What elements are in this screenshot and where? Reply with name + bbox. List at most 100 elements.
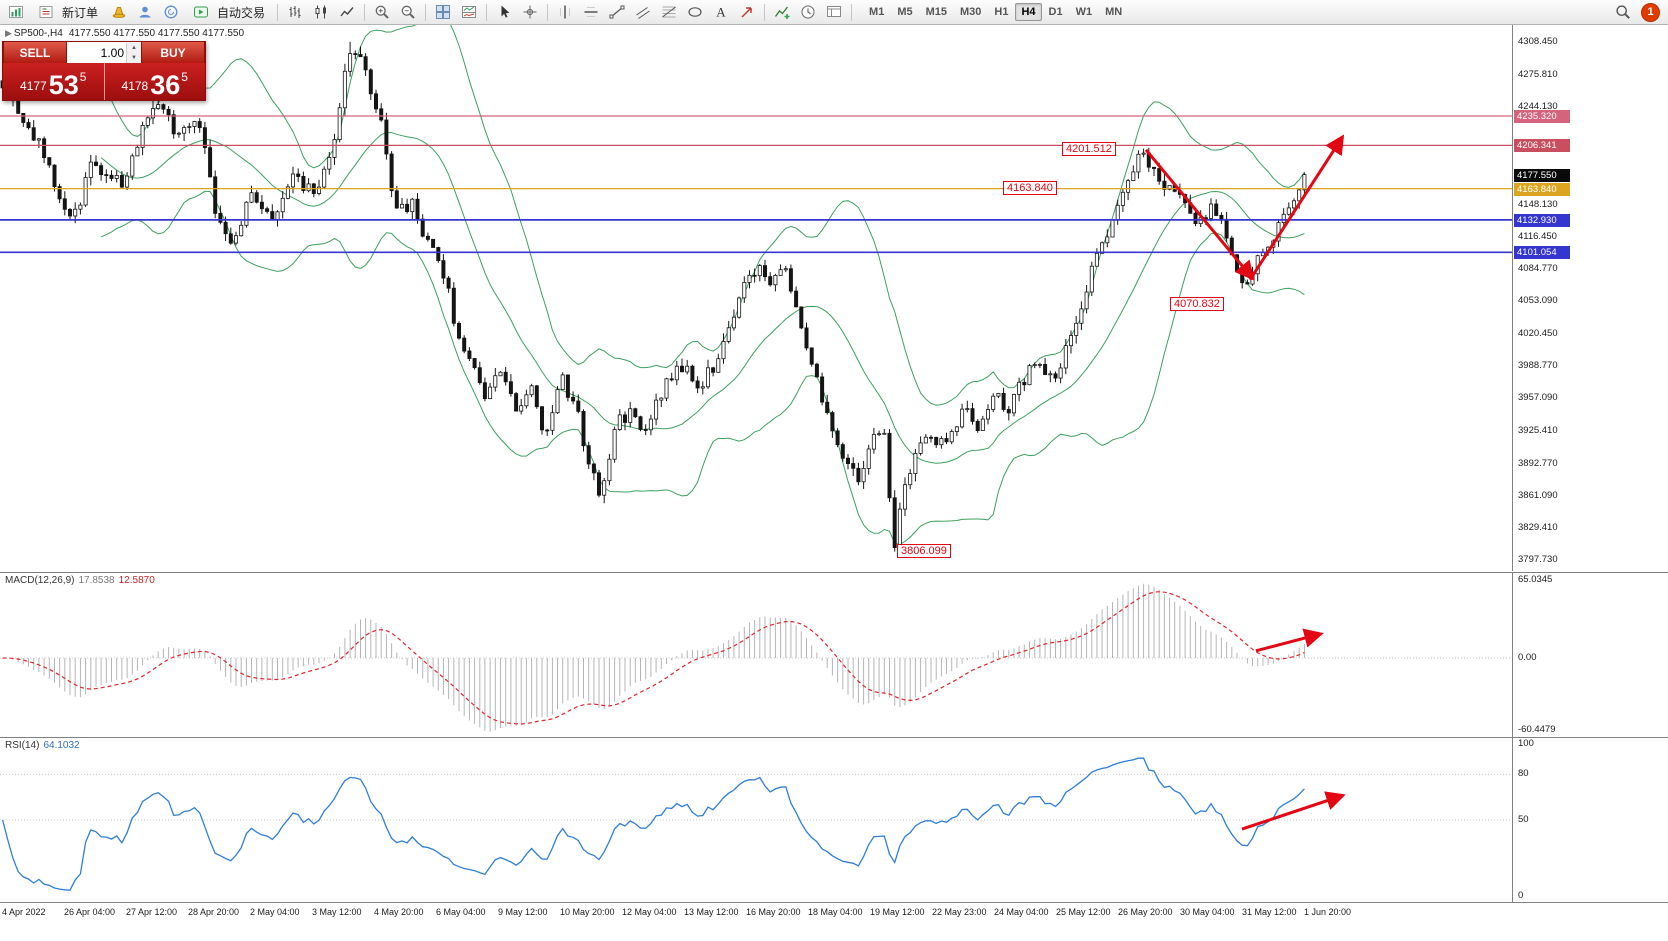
time-axis-label: 2 May 04:00 — [250, 907, 300, 917]
main-chart-panel[interactable]: ▶ SP500-,H4 4177.550 4177.550 4177.550 417… — [0, 25, 1513, 571]
notifications-badge[interactable]: 1 — [1641, 2, 1660, 22]
time-axis-label: 10 May 20:00 — [560, 907, 615, 917]
axis-label: 3861.090 — [1518, 489, 1558, 501]
price-annotation[interactable]: 3806.099 — [897, 543, 951, 558]
time-axis-label: 4 May 20:00 — [374, 907, 424, 917]
equidistant-channel-icon[interactable] — [631, 1, 655, 24]
fibonacci-icon[interactable] — [657, 1, 681, 24]
price-level-chip: 4235.320 — [1514, 110, 1570, 123]
autotrading-icon — [189, 1, 213, 24]
rsi-line — [1, 757, 1305, 891]
timeframe-button-m15[interactable]: M15 — [925, 6, 947, 18]
axis-label: 4053.090 — [1518, 294, 1558, 306]
candlestick-chart[interactable] — [0, 25, 1512, 571]
templates-icon[interactable] — [822, 1, 846, 24]
volume-input[interactable] — [76, 44, 126, 61]
axis-label: 65.0345 — [1518, 574, 1553, 586]
autotrading-button[interactable]: 自动交易 — [185, 0, 272, 26]
axis-label: 100 — [1518, 738, 1534, 750]
price-annotation[interactable]: 4163.840 — [1003, 180, 1057, 195]
price-level-chip: 4206.341 — [1514, 139, 1570, 153]
time-axis-label: 25 May 12:00 — [1056, 907, 1111, 917]
bar-chart-icon[interactable] — [283, 1, 307, 24]
community-icon[interactable] — [159, 1, 183, 24]
macd-chart — [0, 583, 1512, 732]
rsi-header: RSI(14) 64.1032 — [5, 740, 80, 751]
vertical-line-icon[interactable] — [553, 1, 577, 24]
indicators-icon[interactable] — [770, 1, 794, 24]
timeframe-button-w1[interactable]: W1 — [1075, 6, 1093, 18]
new-order-button[interactable]: 新订单 — [30, 0, 105, 26]
price-axis[interactable]: 4308.450 4275.810 4244.130 4148.130 4116.450… — [1513, 25, 1668, 571]
buy-price[interactable]: 4178 36 5 — [121, 70, 188, 101]
macd-axis: 65.0345 0.00 -60.4479 — [1513, 572, 1668, 737]
trend-arrow[interactable] — [1144, 148, 1255, 281]
search-icon[interactable] — [1611, 1, 1635, 24]
new-chart-icon[interactable] — [4, 1, 28, 24]
candlestick-chart-icon[interactable] — [309, 1, 333, 24]
zoom-out-icon[interactable] — [396, 1, 420, 24]
axis-label: 3892.770 — [1518, 457, 1558, 469]
chart-expander-icon[interactable]: ▶ — [5, 28, 12, 38]
macd-header: MACD(12,26,9) 17.8538 12.5870 — [5, 575, 155, 586]
time-axis-label: 1 Jun 20:00 — [1304, 907, 1352, 917]
cursor-icon[interactable] — [492, 1, 516, 24]
profile-icon[interactable] — [133, 1, 157, 24]
axis-label: 4020.450 — [1518, 328, 1558, 340]
timeframe-switcher: M1 M5 M15 M30 H1 H4 D1 W1 MN — [863, 3, 1128, 21]
timeframe-button-h1[interactable]: H1 — [994, 6, 1009, 18]
chart-title: ▶ SP500-,H4 4177.550 4177.550 4177.550 417… — [5, 28, 244, 39]
expert-advisors-icon[interactable] — [107, 1, 131, 24]
zoom-in-icon[interactable] — [370, 1, 394, 24]
timeframe-button-m1[interactable]: M1 — [869, 6, 885, 18]
volume-decrease-button[interactable]: ▼ — [127, 52, 141, 63]
periods-icon[interactable] — [796, 1, 820, 24]
trend-arrow[interactable] — [1255, 628, 1324, 653]
axis-label: 50 — [1518, 814, 1529, 825]
volume-increase-button[interactable]: ▲ — [127, 42, 141, 53]
timeframe-button-h4[interactable]: H4 — [1015, 3, 1042, 21]
time-axis-label: 3 May 12:00 — [312, 907, 362, 917]
timeframe-button-d1[interactable]: D1 — [1048, 6, 1063, 18]
sell-button[interactable]: SELL — [3, 42, 67, 63]
arrow-objects-icon[interactable] — [735, 1, 759, 24]
axis-label: 80 — [1518, 768, 1529, 780]
candles — [0, 41, 1307, 552]
time-axis-label: 12 May 04:00 — [622, 907, 677, 917]
axis-label: -60.4479 — [1518, 724, 1556, 736]
trend-arrow[interactable] — [1241, 791, 1346, 831]
axis-label: 4116.450 — [1518, 230, 1557, 242]
bollinger-bands — [100, 25, 1305, 545]
time-axis-label: 19 May 12:00 — [870, 907, 925, 917]
price-level-chip: 4163.840 — [1514, 182, 1570, 196]
horizontal-line-icon[interactable] — [579, 1, 603, 24]
time-axis-label: 4 Apr 2022 — [2, 907, 46, 917]
price-annotation[interactable]: 4070.832 — [1170, 297, 1224, 312]
line-chart-icon[interactable] — [335, 1, 359, 24]
timeframe-button-m5[interactable]: M5 — [897, 6, 913, 18]
indicator-window-icon[interactable] — [457, 1, 481, 24]
toolbar-separator — [547, 3, 549, 21]
time-axis-label: 26 May 20:00 — [1118, 907, 1173, 917]
tile-windows-icon[interactable] — [431, 1, 455, 24]
axis-label: 0 — [1518, 889, 1524, 901]
text-icon[interactable]: A — [709, 1, 733, 24]
axis-label: 4148.130 — [1518, 198, 1558, 210]
toolbar-separator — [425, 3, 427, 21]
rsi-panel[interactable]: RSI(14) 64.1032 — [0, 737, 1513, 902]
timeframe-button-mn[interactable]: MN — [1105, 6, 1123, 18]
buy-button[interactable]: BUY — [141, 42, 205, 63]
trend-arrow[interactable] — [1248, 134, 1345, 281]
price-annotation[interactable]: 4201.512 — [1062, 142, 1116, 157]
macd-panel[interactable]: MACD(12,26,9) 17.8538 12.5870 — [0, 572, 1513, 737]
sell-price[interactable]: 4177 53 5 — [3, 63, 105, 100]
toolbar-separator — [277, 3, 279, 21]
shapes-icon[interactable] — [683, 1, 707, 24]
axis-label: 3829.410 — [1518, 521, 1558, 533]
crosshair-icon[interactable] — [518, 1, 542, 24]
timeframe-button-m30[interactable]: M30 — [960, 6, 982, 18]
volume-spinner: ▲ ▼ — [126, 42, 141, 63]
axis-label: 4244.130 — [1518, 101, 1558, 113]
trendline-icon[interactable] — [605, 1, 629, 24]
price-level-chip: 4101.054 — [1514, 246, 1570, 260]
